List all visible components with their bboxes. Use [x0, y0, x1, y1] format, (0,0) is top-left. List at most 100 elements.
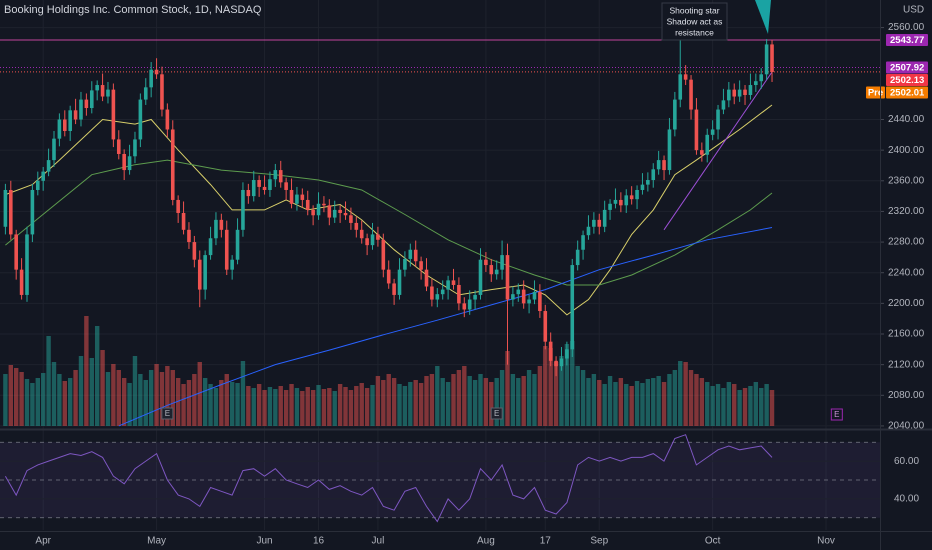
candle-body [79, 99, 83, 120]
candle-body [122, 153, 126, 171]
volume-bar [305, 387, 310, 426]
volume-bar [138, 374, 143, 426]
session-tag-text: Pre [868, 87, 883, 98]
volume-bar [548, 348, 553, 426]
volume-bar [186, 380, 192, 426]
volume-bar [413, 380, 418, 426]
volume-bar [737, 390, 742, 426]
candle-body [516, 289, 521, 295]
candle-body [149, 69, 153, 88]
volume-bar [300, 391, 305, 426]
volume-bar [240, 361, 246, 426]
volume-bar [165, 366, 170, 426]
volume-bar [159, 372, 165, 426]
y-tick-label: 2400.00 [888, 145, 925, 156]
volume-bar [472, 380, 478, 426]
x-tick-label: May [147, 536, 166, 547]
volume-bar [537, 366, 543, 426]
volume-bar [732, 384, 737, 426]
y-tick-label: 2280.00 [888, 237, 925, 248]
volume-bar [57, 374, 62, 426]
earnings-label: E [834, 410, 839, 419]
volume-bar [397, 384, 402, 426]
candle-body [316, 203, 321, 216]
volume-bar [229, 382, 235, 426]
candle-body [305, 199, 310, 210]
candle-body [46, 160, 51, 172]
volume-bar [94, 326, 100, 426]
volume-bar [489, 382, 494, 426]
y-tick-label: 2440.00 [888, 114, 925, 125]
volume-bar [640, 383, 645, 426]
candle-body [273, 170, 278, 180]
volume-bar [224, 374, 229, 426]
volume-bar [726, 382, 732, 426]
candle-body [489, 265, 494, 275]
candle-body [732, 89, 737, 97]
candle-body [386, 269, 391, 284]
candle-body [629, 195, 634, 200]
candle-body [359, 229, 364, 239]
candle-body [640, 184, 645, 190]
candle-body [133, 139, 137, 157]
candle-body [656, 160, 661, 170]
candle-body [284, 182, 288, 190]
y-tick-label: 60.00 [894, 456, 919, 467]
candle-body [575, 249, 580, 266]
candle-body [613, 199, 618, 204]
volume-bar [219, 380, 224, 426]
candle-body [170, 129, 175, 200]
candle-body [770, 44, 774, 73]
candle-body [500, 255, 504, 270]
candle-body [651, 169, 656, 181]
volume-bar [445, 382, 451, 426]
candle-body [737, 89, 742, 97]
y-tick-label: 40.00 [894, 494, 919, 505]
earnings-label: E [494, 409, 499, 418]
candle-body [187, 229, 191, 243]
volume-bar [505, 351, 510, 426]
annotation-box [661, 2, 728, 41]
volume-bar [408, 382, 413, 426]
volume-bar [197, 362, 202, 426]
candle-body [176, 199, 180, 213]
volume-bar [73, 370, 78, 426]
candle-body [484, 259, 488, 266]
volume-bar [478, 374, 483, 426]
volume-bar [694, 374, 699, 426]
candle-body [700, 150, 704, 155]
volume-bar [154, 364, 159, 426]
candle-body [214, 219, 218, 239]
price-badge-text: 2507.92 [890, 62, 924, 73]
volume-bar [19, 372, 24, 426]
volume-bar [116, 370, 121, 426]
candle-body [219, 219, 224, 230]
price-badge [886, 34, 928, 47]
candle-body [111, 89, 116, 140]
candle-body [646, 180, 650, 185]
candle-body [262, 186, 267, 190]
candle-body [543, 311, 548, 342]
volume-bar [111, 364, 116, 426]
volume-bar [607, 376, 613, 426]
volume-bar [121, 378, 127, 426]
candle-body [602, 209, 607, 227]
candle-body [370, 234, 375, 246]
volume-bar [456, 370, 462, 426]
candle-body [710, 129, 715, 135]
candle-body [435, 294, 440, 300]
volume-bar [62, 381, 67, 426]
volume-bar [678, 361, 683, 426]
candle-body [68, 110, 72, 131]
volume-bar [705, 382, 710, 426]
candle-body [165, 109, 170, 130]
candle-body [25, 234, 29, 295]
volume-bar [208, 384, 213, 426]
volume-bar [316, 385, 321, 426]
volume-bar [310, 390, 316, 426]
volume-bar [462, 366, 467, 426]
volume-bar [251, 388, 256, 426]
candle-body [538, 291, 542, 312]
candle-body [673, 99, 677, 130]
